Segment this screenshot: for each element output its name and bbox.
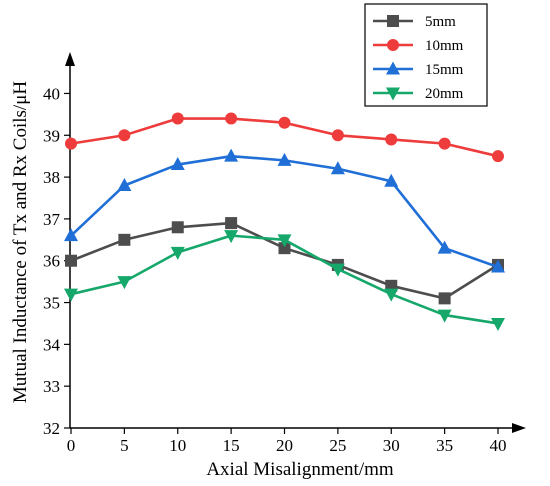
data-point-5mm <box>171 221 184 234</box>
data-point-5mm <box>65 254 77 267</box>
chart-series <box>64 112 505 331</box>
x-tick-label: 10 <box>169 436 186 455</box>
data-point-5mm <box>438 292 451 305</box>
data-point-5mm <box>225 217 238 230</box>
x-tick-label: 5 <box>120 436 129 455</box>
x-tick-label: 40 <box>490 436 507 455</box>
y-tick-label: 34 <box>43 335 61 354</box>
legend-marker-15mm <box>386 61 400 75</box>
data-point-20mm <box>117 276 132 290</box>
legend-label-5mm: 5mm <box>425 14 456 30</box>
series-20mm <box>64 230 505 331</box>
y-tick-label: 36 <box>43 252 60 271</box>
data-point-15mm <box>64 228 78 242</box>
y-axis-arrow <box>65 52 75 66</box>
data-point-15mm <box>330 161 345 175</box>
data-point-15mm <box>437 240 452 254</box>
x-tick-label: 30 <box>383 436 400 455</box>
x-axis-label: Axial Misalignment/mm <box>206 459 394 480</box>
data-point-10mm <box>118 129 131 142</box>
data-point-15mm <box>491 259 505 273</box>
data-point-10mm <box>278 116 291 129</box>
data-point-20mm <box>224 230 239 244</box>
data-point-10mm <box>225 112 238 125</box>
x-tick-label: 35 <box>436 436 453 455</box>
x-tick-label: 15 <box>223 436 240 455</box>
legend-marker-20mm <box>386 87 400 101</box>
data-point-20mm <box>384 288 399 302</box>
legend-marker-5mm <box>387 15 399 27</box>
legend-label-20mm: 20mm <box>425 86 464 102</box>
y-tick-label: 37 <box>43 210 61 229</box>
legend-label-15mm: 15mm <box>425 62 464 78</box>
y-tick-label: 39 <box>43 126 60 145</box>
y-tick-label: 32 <box>43 419 60 438</box>
data-point-20mm <box>64 288 78 302</box>
data-point-10mm <box>65 137 77 150</box>
data-point-20mm <box>437 309 452 323</box>
data-point-5mm <box>278 242 291 255</box>
data-point-10mm <box>385 133 398 146</box>
data-point-15mm <box>277 152 292 166</box>
x-tick-label: 0 <box>67 436 76 455</box>
data-point-5mm <box>118 233 131 246</box>
data-point-10mm <box>438 137 451 150</box>
legend-label-10mm: 10mm <box>425 38 464 54</box>
y-tick-label: 35 <box>43 294 60 313</box>
data-point-20mm <box>491 317 505 331</box>
x-tick-label: 25 <box>329 436 346 455</box>
x-tick-label: 20 <box>276 436 293 455</box>
y-tick-label: 38 <box>43 168 60 187</box>
chart-axes: 0 5 10 15 20 25 30 35 40 32 33 34 35 36 37 38 39 40 <box>43 52 526 455</box>
y-axis-label: Mutual Inductance of Tx and Rx Coils/μH <box>10 81 31 404</box>
chart-legend: 5mm 10mm 15mm 20mm <box>364 3 488 107</box>
data-point-10mm <box>171 112 184 125</box>
data-point-20mm <box>330 263 345 277</box>
y-tick-label: 40 <box>43 84 60 103</box>
series-5mm <box>65 217 504 305</box>
data-point-10mm <box>331 129 344 142</box>
x-axis-arrow <box>512 423 526 433</box>
y-tick-label: 33 <box>43 377 60 396</box>
data-point-20mm <box>170 246 185 260</box>
data-point-15mm <box>117 177 132 191</box>
data-point-15mm <box>170 157 185 171</box>
series-10mm <box>65 112 504 163</box>
data-point-20mm <box>277 234 292 248</box>
series-15mm <box>64 148 505 273</box>
data-point-15mm <box>384 173 399 187</box>
legend-marker-10mm <box>387 39 399 51</box>
data-point-15mm <box>224 148 239 162</box>
data-point-10mm <box>492 150 504 163</box>
